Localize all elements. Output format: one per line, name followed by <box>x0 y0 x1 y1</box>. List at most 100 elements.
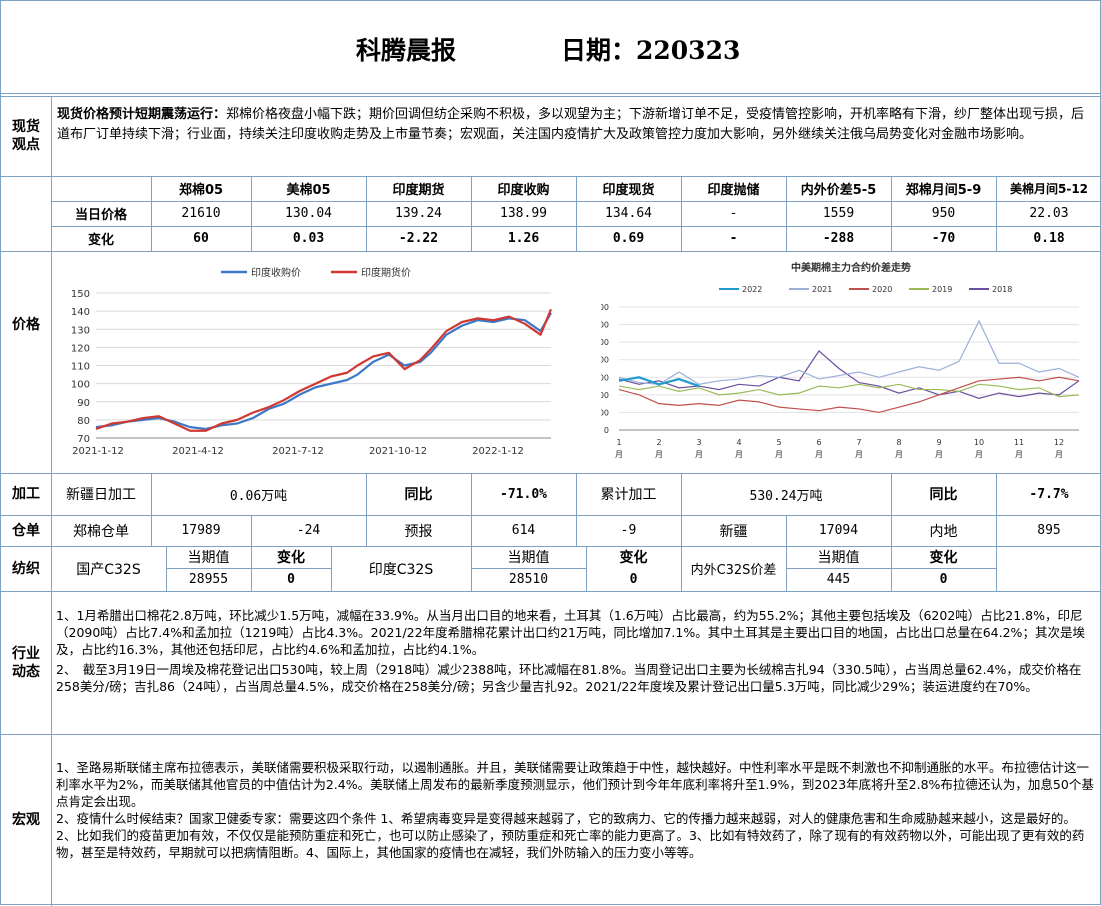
price-today-zce05: 21610 <box>181 206 221 221</box>
price-change-zce-5-9: -70 <box>931 231 956 246</box>
cumulative-yoy-label: 同比 <box>929 487 958 503</box>
c2-x-tick-number: 1 <box>616 438 621 447</box>
c1-x-tick-label: 2021-7-12 <box>272 446 324 457</box>
price-today-ice-5-12: 22.03 <box>1029 206 1069 221</box>
c1-y-tick-label: 150 <box>71 289 90 300</box>
section-label-processing: 加工 <box>12 486 40 502</box>
spread-current-label: 当期值 <box>817 550 860 566</box>
macro-paragraph-1: 1、圣路易斯联储主席布拉德表示，美联储需要积极采取行动，以遏制通胀。并且，美联储… <box>56 760 1094 809</box>
cumulative-processing-label: 累计加工 <box>600 487 657 503</box>
c2-x-tick-unit: 月 <box>1055 450 1063 459</box>
spread-c32s-label: 内外C32S价差 <box>690 563 777 578</box>
c2-x-tick-unit: 月 <box>695 450 703 459</box>
industry-paragraph-1: 1、1月希腊出口棉花2.8万吨，环比减少1.5万吨，减幅在33.9%。从当月出口… <box>56 608 1085 657</box>
price-row-label-change: 变化 <box>87 233 114 248</box>
c2-x-tick-unit: 月 <box>935 450 943 459</box>
c2-x-tick-unit: 月 <box>815 450 823 459</box>
c2-series-line-y2020 <box>618 376 1080 414</box>
processing-yoy-value: -71.0% <box>500 486 547 502</box>
c2-x-tick-number: 7 <box>856 438 861 447</box>
cumulative-yoy-value: -7.7% <box>1029 486 1069 502</box>
c2-legend-label: 2021 <box>812 285 832 294</box>
india-price-chart: 70 80 90 100 110 120 130 140 150 2021-1-12 2021-4-… <box>71 266 553 457</box>
price-change-spread-5-5: -288 <box>822 231 855 246</box>
price-header-india-futures: 印度期货 <box>392 183 445 198</box>
c2-x-tick-number: 5 <box>776 438 781 447</box>
c2-series-line-y2018 <box>618 350 1080 399</box>
c1-x-tick-label: 2022-1-12 <box>472 446 524 457</box>
c1-y-tick-label: 140 <box>71 307 90 318</box>
c1-legend-label: 印度收购价 <box>251 266 301 279</box>
domestic-c32s-label: 国产C32S <box>76 561 141 578</box>
c2-y-tick-label: 2000 <box>601 391 609 400</box>
price-header-india-reserve: 印度抛储 <box>707 183 760 198</box>
c2-y-tick-label: 3000 <box>601 373 609 382</box>
c2-y-tick-label: 6000 <box>601 321 609 330</box>
india-c32s-value: 28510 <box>508 572 549 587</box>
price-today-india-purchase: 138.99 <box>500 206 547 221</box>
c2-legend-label: 2019 <box>932 285 952 294</box>
c2-x-tick-number: 9 <box>936 438 941 447</box>
c1-x-tick-label: 2021-1-12 <box>72 446 124 457</box>
c2-legend-label: 2020 <box>872 285 892 294</box>
price-today-india-reserve: - <box>729 206 738 221</box>
inland-warehouse-value: 895 <box>1037 523 1061 538</box>
zce-warehouse-label: 郑棉仓单 <box>73 523 129 540</box>
c2-y-tick-label: 0 <box>604 426 609 435</box>
forecast-value: 614 <box>511 523 536 538</box>
price-header-india-spot: 印度现货 <box>602 183 655 198</box>
c2-series-line-y2019 <box>618 383 1080 398</box>
price-row-label-today: 当日价格 <box>74 208 127 223</box>
section-label-spot: 现货 观点 <box>12 119 40 153</box>
c1-y-tick-label: 120 <box>71 343 90 354</box>
price-today-india-futures: 139.24 <box>395 206 442 221</box>
xinjiang-warehouse-label: 新疆 <box>719 523 748 540</box>
india-current-label: 当期值 <box>507 550 550 566</box>
industry-paragraph-2: 2、 截至3月19日一周埃及棉花登记出口530吨，较上周（2918吨）减少238… <box>56 662 1082 694</box>
c2-x-tick-unit: 月 <box>975 450 983 459</box>
c2-series-line-y2021 <box>618 319 1080 385</box>
c2-x-tick-unit: 月 <box>855 450 863 459</box>
price-header-zce05: 郑棉05 <box>178 183 224 198</box>
c1-x-tick-label: 2021-4-12 <box>172 446 224 457</box>
xinjiang-daily-processing-value: 0.06万吨 <box>229 488 288 504</box>
c2-x-tick-number: 11 <box>1014 438 1024 447</box>
c1-y-tick-label: 90 <box>77 398 90 409</box>
india-change-label: 变化 <box>619 550 648 566</box>
india-c32s-change: 0 <box>629 572 638 587</box>
price-change-india-futures: -2.22 <box>398 231 439 246</box>
forecast-label: 预报 <box>404 523 433 540</box>
price-today-spread-5-5: 1559 <box>822 206 855 221</box>
c2-y-tick-label: 1000 <box>601 408 609 417</box>
c2-x-tick-number: 10 <box>974 438 984 447</box>
c1-y-tick-label: 70 <box>77 434 90 445</box>
c2-y-tick-label: 4000 <box>601 356 609 365</box>
price-today-ice05: 130.04 <box>285 206 332 221</box>
c2-x-tick-number: 2 <box>656 438 661 447</box>
section-label-price: 价格 <box>12 316 40 333</box>
c2-series-line-y2022 <box>618 376 700 388</box>
c1-y-tick-label: 130 <box>71 325 90 336</box>
price-change-india-purchase: 1.26 <box>507 231 540 246</box>
price-today-zce-5-9: 950 <box>931 206 956 221</box>
c2-x-tick-unit: 月 <box>735 450 743 459</box>
section-label-macro: 宏观 <box>12 812 40 828</box>
cn-us-spread-chart: 中美期棉主力合约价差走势 0 1000 2000 3000 4000 5000 6000 700… <box>601 261 1080 459</box>
c1-series-line-futures <box>95 308 553 432</box>
price-header-ice05: 美棉05 <box>286 183 331 198</box>
report-title: 科腾晨报 <box>356 36 457 65</box>
c1-y-tick-label: 110 <box>71 362 90 373</box>
price-change-india-reserve: - <box>729 231 738 246</box>
processing-yoy-label: 同比 <box>404 487 433 503</box>
price-today-india-spot: 134.64 <box>605 206 652 221</box>
zce-warehouse-change: -24 <box>296 523 321 538</box>
price-header-india-purchase: 印度收购 <box>497 183 550 198</box>
price-change-ice-5-12: 0.18 <box>1033 231 1065 246</box>
xinjiang-warehouse-value: 17094 <box>818 523 859 538</box>
c2-x-tick-unit: 月 <box>615 450 623 459</box>
domestic-c32s-value: 28955 <box>188 572 229 587</box>
c2-x-tick-number: 4 <box>736 438 741 447</box>
c2-y-tick-label: 5000 <box>601 338 609 347</box>
spot-view-text: 郑棉价格夜盘小幅下跌；期价回调但纺企采购不积极，多以观望为主；下游新增订单不足，… <box>57 107 1085 142</box>
